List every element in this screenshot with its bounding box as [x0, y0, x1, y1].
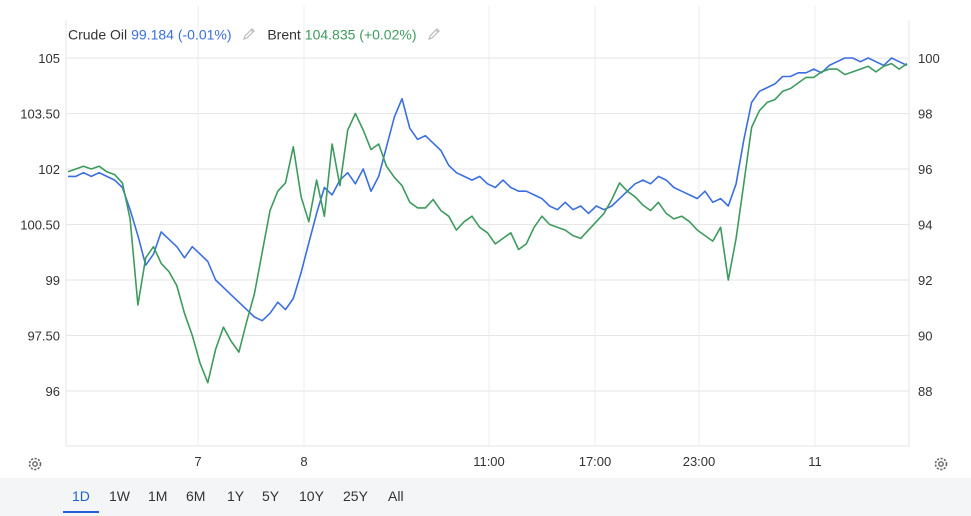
right-tick-label: 94 — [918, 218, 932, 233]
right-axis-labels: 100 98 96 94 92 90 88 — [918, 51, 940, 399]
right-tick-label: 92 — [918, 273, 932, 288]
range-button-1y[interactable]: 1Y — [227, 488, 245, 504]
left-tick-label: 102 — [38, 162, 60, 177]
x-tick-label: 23:00 — [683, 454, 716, 469]
pencil-icon[interactable] — [426, 26, 442, 42]
left-tick-label: 100.50 — [20, 218, 60, 233]
x-tick-label: 8 — [300, 454, 307, 469]
chart-legend: Crude Oil 99.184 (-0.01%) Brent 104.835 (+… — [68, 25, 448, 42]
range-button-6m[interactable]: 6M — [186, 488, 206, 504]
left-tick-label: 103.50 — [20, 107, 60, 122]
x-tick-label: 11:00 — [473, 454, 505, 469]
x-tick-label: 17:00 — [579, 454, 612, 469]
left-tick-label: 97.50 — [27, 329, 60, 344]
range-button-all[interactable]: All — [388, 488, 404, 504]
left-tick-label: 99 — [46, 273, 60, 288]
gear-icon[interactable] — [26, 455, 44, 473]
right-tick-label: 90 — [918, 329, 932, 344]
left-axis-labels: 105 103.50 102 100.50 99 97.50 96 — [20, 51, 60, 399]
right-tick-label: 100 — [918, 51, 940, 66]
pencil-icon[interactable] — [241, 26, 257, 42]
x-tick-label: 11 — [808, 454, 822, 469]
legend-crude-oil-name: Crude Oil — [68, 26, 128, 43]
left-tick-label: 96 — [46, 384, 60, 399]
x-axis-labels: 7 8 11:00 17:00 23:00 11 — [194, 454, 821, 469]
range-button-1d[interactable]: 1D — [72, 488, 90, 504]
series-lines — [67, 57, 908, 384]
series-line-crude-oil — [68, 57, 908, 322]
x-tick-label: 7 — [194, 454, 201, 469]
left-tick-label: 105 — [38, 51, 60, 66]
range-button-5y[interactable]: 5Y — [262, 488, 280, 504]
range-button-10y[interactable]: 10Y — [299, 488, 324, 504]
chart-area: 105 103.50 102 100.50 99 97.50 96 100 98 96 94 92 9… — [20, 6, 940, 469]
right-tick-label: 96 — [918, 162, 932, 177]
legend-brent-value: 104.835 (+0.02%) — [304, 26, 417, 43]
right-tick-label: 88 — [918, 384, 932, 399]
legend-brent-name: Brent — [267, 26, 301, 43]
range-button-1m[interactable]: 1M — [148, 488, 168, 504]
legend-crude-oil-value: 99.184 (-0.01%) — [131, 26, 232, 43]
right-tick-label: 98 — [918, 107, 932, 122]
gear-icon[interactable] — [932, 455, 950, 473]
series-line-brent — [67, 62, 908, 384]
vertical-gridlines — [65, 6, 910, 447]
range-button-25y[interactable]: 25Y — [343, 488, 368, 504]
range-button-1w[interactable]: 1W — [109, 488, 130, 504]
horizontal-gridlines — [66, 57, 909, 392]
active-range-indicator — [63, 511, 99, 513]
time-range-bar: 1D 1W 1M 6M 1Y 5Y 10Y 25Y All — [0, 478, 971, 516]
